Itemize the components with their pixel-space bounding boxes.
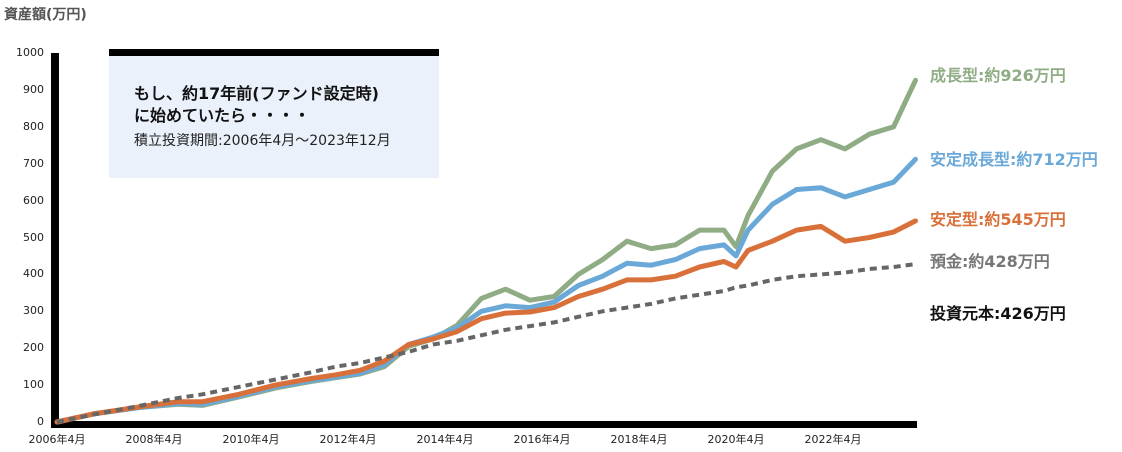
callout-top-bar — [109, 49, 439, 56]
x-tick-label: 2016年4月 — [513, 433, 571, 446]
callout-box — [109, 54, 439, 178]
y-tick-label: 300 — [23, 304, 44, 318]
series-line-安定成長型 — [54, 156, 918, 425]
legend-stable: 安定型:約545万円 — [930, 210, 1066, 229]
legend-principal: 投資元本:426万円 — [930, 304, 1066, 323]
y-tick-label: 600 — [23, 193, 44, 207]
series-line-預金 — [56, 262, 916, 424]
y-tick-label: 100 — [23, 378, 44, 392]
callout-headline-2: に始めていたら・・・・ — [134, 106, 311, 125]
y-tick-label: 200 — [23, 341, 44, 355]
y-tick-label: 400 — [23, 267, 44, 281]
legend-stable-growth: 安定成長型:約712万円 — [930, 150, 1098, 169]
x-tick-label: 2014年4月 — [416, 433, 474, 446]
x-tick-label: 2010年4月 — [222, 433, 280, 446]
y-tick-label: 800 — [23, 119, 44, 133]
x-tick-label: 2020年4月 — [707, 433, 765, 446]
y-tick-label: 700 — [23, 156, 44, 170]
y-axis-line — [51, 53, 59, 427]
x-tick-label: 2008年4月 — [125, 433, 183, 446]
x-axis-line — [51, 421, 917, 428]
series-line-安定型 — [54, 218, 918, 425]
callout-period: 積立投資期間:2006年4月〜2023年12月 — [134, 133, 391, 149]
y-tick-label: 1000 — [16, 46, 44, 59]
x-tick-label: 2022年4月 — [804, 433, 862, 446]
legend-deposit: 預金:約428万円 — [930, 252, 1050, 271]
x-tick-label: 2018年4月 — [610, 433, 668, 446]
y-axis-title: 資産額(万円) — [4, 7, 87, 23]
y-tick-label: 500 — [23, 230, 44, 244]
series-line-成長型 — [54, 77, 918, 425]
callout-headline-1: もし、約17年前(ファンド設定時) — [134, 84, 379, 103]
x-tick-label: 2012年4月 — [319, 433, 377, 446]
y-tick-label: 0 — [37, 415, 44, 428]
legend-growth: 成長型:約926万円 — [930, 66, 1066, 85]
x-tick-label: 2006年4月 — [28, 433, 86, 446]
y-tick-label: 900 — [23, 82, 44, 96]
